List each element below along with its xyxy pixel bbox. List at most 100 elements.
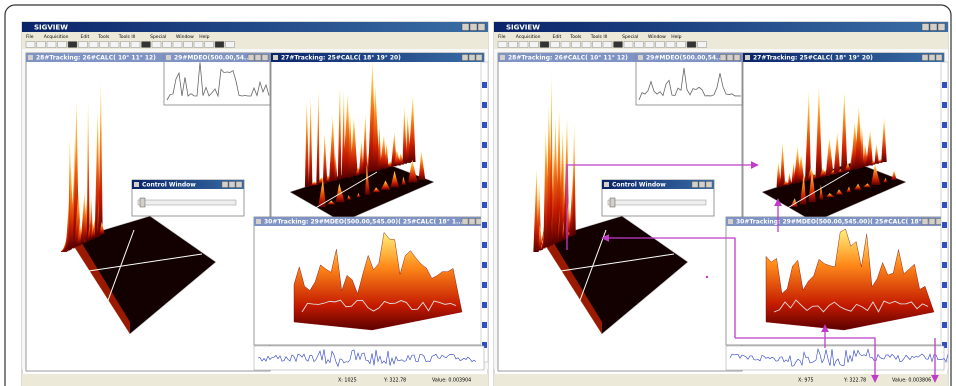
toolbar-button[interactable] bbox=[645, 42, 654, 48]
menu-item[interactable]: Tools III bbox=[118, 34, 136, 40]
toolbar-button[interactable] bbox=[540, 42, 549, 48]
window-button[interactable] bbox=[469, 219, 475, 225]
menu-item[interactable]: Help bbox=[199, 34, 209, 40]
toolbar-button[interactable] bbox=[687, 42, 696, 48]
toolbar-button[interactable] bbox=[582, 42, 591, 48]
window-button[interactable] bbox=[720, 55, 726, 61]
toolbar-button[interactable] bbox=[121, 42, 130, 48]
toolbar-button[interactable] bbox=[131, 42, 140, 48]
toolbar-button[interactable] bbox=[635, 42, 644, 48]
toolbar-button[interactable] bbox=[530, 42, 539, 48]
menu-item[interactable]: Tools bbox=[569, 34, 582, 40]
menu-item[interactable]: Help bbox=[671, 34, 681, 40]
statusbar bbox=[494, 374, 948, 386]
window-button[interactable] bbox=[236, 182, 242, 188]
menu-item[interactable]: Window bbox=[176, 34, 194, 40]
window-title: 29#MDEO(500.00,54... bbox=[174, 55, 251, 62]
toolbar-button[interactable] bbox=[26, 42, 35, 48]
toolbar-button[interactable] bbox=[509, 42, 518, 48]
toolbar-button[interactable] bbox=[677, 42, 686, 48]
menu-item[interactable]: Edit bbox=[553, 34, 562, 40]
toolbar-button[interactable] bbox=[152, 42, 161, 48]
status-field: Value: 0.003806 bbox=[892, 378, 931, 384]
toolbar-button[interactable] bbox=[173, 42, 182, 48]
window-button[interactable] bbox=[699, 182, 705, 188]
menu-item[interactable]: Special bbox=[622, 34, 638, 40]
window-icon bbox=[638, 55, 643, 60]
menu-item[interactable]: Acquisition bbox=[516, 34, 541, 40]
window-button[interactable] bbox=[255, 55, 261, 61]
window-button[interactable] bbox=[229, 182, 235, 188]
menu-item[interactable]: Acquisition bbox=[44, 34, 69, 40]
toolbar-button[interactable] bbox=[100, 42, 109, 48]
toolbar-button[interactable] bbox=[110, 42, 119, 48]
toolbar-button[interactable] bbox=[226, 42, 235, 48]
toolbar-button[interactable] bbox=[572, 42, 581, 48]
menu-item[interactable]: Edit bbox=[81, 34, 90, 40]
menu-item[interactable]: Tools bbox=[97, 34, 110, 40]
toolbar-button[interactable] bbox=[656, 42, 665, 48]
app-button[interactable] bbox=[930, 24, 937, 31]
toolbar-button[interactable] bbox=[89, 42, 98, 48]
side-trace bbox=[942, 122, 947, 128]
window-button[interactable] bbox=[469, 55, 475, 61]
window-button[interactable] bbox=[462, 219, 468, 225]
window-button[interactable] bbox=[262, 55, 268, 61]
toolbar-button[interactable] bbox=[163, 42, 172, 48]
menu-item[interactable]: Window bbox=[648, 34, 666, 40]
slider-thumb[interactable] bbox=[610, 198, 615, 207]
toolbar-button[interactable] bbox=[47, 42, 56, 48]
app-button[interactable] bbox=[462, 24, 469, 31]
toolbar-button[interactable] bbox=[561, 42, 570, 48]
side-trace bbox=[942, 262, 947, 268]
toolbar-button[interactable] bbox=[593, 42, 602, 48]
toolbar-button[interactable] bbox=[666, 42, 675, 48]
status-field: Y: 322.78 bbox=[843, 378, 866, 384]
slider-track[interactable] bbox=[608, 200, 706, 205]
window-button[interactable] bbox=[476, 55, 482, 61]
toolbar-button[interactable] bbox=[205, 42, 214, 48]
window-button[interactable] bbox=[248, 55, 254, 61]
window-button[interactable] bbox=[734, 55, 740, 61]
window-button[interactable] bbox=[922, 219, 928, 225]
app-window: SIGVIEWFileAcquisitionEditToolsTools III… bbox=[22, 22, 488, 386]
side-trace bbox=[482, 182, 487, 188]
window-button[interactable] bbox=[706, 182, 712, 188]
app-button[interactable] bbox=[938, 24, 945, 31]
window-button[interactable] bbox=[727, 55, 733, 61]
toolbar-button[interactable] bbox=[58, 42, 67, 48]
toolbar-button[interactable] bbox=[614, 42, 623, 48]
window-button[interactable] bbox=[222, 182, 228, 188]
window-button[interactable] bbox=[929, 219, 935, 225]
menu-item[interactable]: File bbox=[498, 34, 506, 40]
toolbar-button[interactable] bbox=[194, 42, 203, 48]
slider-track[interactable] bbox=[138, 200, 236, 205]
window-button[interactable] bbox=[922, 55, 928, 61]
toolbar-button[interactable] bbox=[624, 42, 633, 48]
toolbar-button[interactable] bbox=[519, 42, 528, 48]
window-button[interactable] bbox=[929, 55, 935, 61]
menu-item[interactable]: Special bbox=[150, 34, 166, 40]
toolbar-button[interactable] bbox=[37, 42, 46, 48]
menubar bbox=[22, 32, 488, 40]
window-icon bbox=[28, 55, 33, 60]
toolbar-button[interactable] bbox=[79, 42, 88, 48]
app-button[interactable] bbox=[922, 24, 929, 31]
toolbar-button[interactable] bbox=[551, 42, 560, 48]
app-button[interactable] bbox=[470, 24, 477, 31]
menu-item[interactable]: Tools III bbox=[590, 34, 608, 40]
toolbar-button[interactable] bbox=[698, 42, 707, 48]
window-button[interactable] bbox=[936, 55, 942, 61]
window-title: Control Window bbox=[142, 182, 196, 189]
window-button[interactable] bbox=[462, 55, 468, 61]
toolbar-button[interactable] bbox=[68, 42, 77, 48]
toolbar-button[interactable] bbox=[603, 42, 612, 48]
toolbar-button[interactable] bbox=[142, 42, 151, 48]
toolbar-button[interactable] bbox=[184, 42, 193, 48]
window-button[interactable] bbox=[692, 182, 698, 188]
toolbar-button[interactable] bbox=[215, 42, 224, 48]
toolbar-button[interactable] bbox=[498, 42, 507, 48]
slider-thumb[interactable] bbox=[140, 198, 145, 207]
app-button[interactable] bbox=[478, 24, 485, 31]
menu-item[interactable]: File bbox=[26, 34, 34, 40]
